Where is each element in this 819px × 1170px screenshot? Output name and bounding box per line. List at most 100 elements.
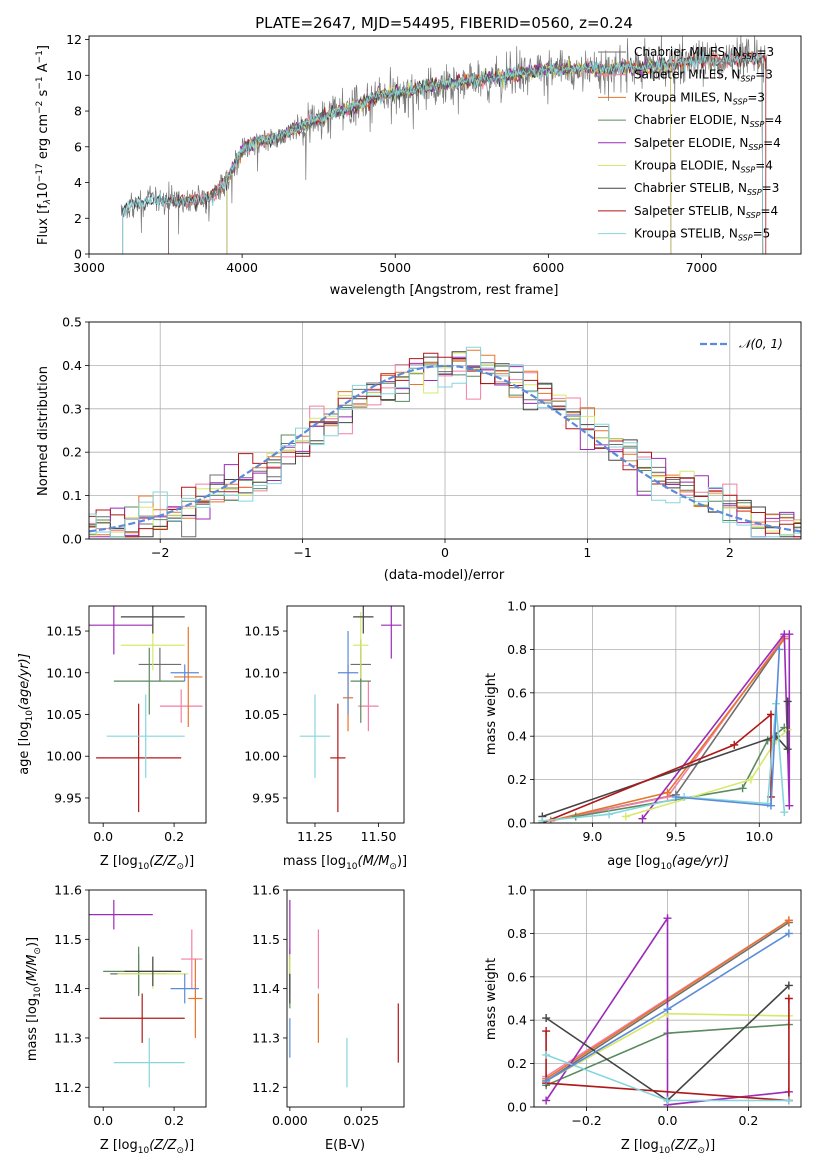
plot-area [89,606,203,813]
x-tick-label: 0.0 [658,1113,678,1128]
y-tick-label: 12 [66,32,82,47]
y-tick-label: 11.4 [54,981,82,996]
plot-area [289,899,399,1088]
series-marker [542,1096,551,1105]
y-tick-label: 0.4 [507,1013,527,1028]
x-axis-label: Z [log10(Z/Z⊙)] [100,1138,194,1156]
y-tick-label: 2 [74,211,82,226]
y-tick-label: 1.0 [507,883,527,898]
series-marker [783,697,792,706]
axes-frame [286,889,405,1108]
x-tick-label: 11.50 [361,829,397,844]
y-tick-label: 11.3 [54,1030,82,1045]
x-axis-label: age [log10(age/yr)] [607,854,729,872]
plot-area [120,36,768,254]
y-tick-label: 11.6 [54,883,82,898]
model-spectrum-line [122,51,764,254]
histogram-step-line [89,346,801,538]
x-axis-label: (data-model)/error [384,568,505,583]
mass-vs-EBV-panel: 0.000 0.025 11.2 11.3 11.4 11.5 11.6 E(B-V) [252,883,405,1153]
x-tick-label: 0.0 [93,829,113,844]
legend-entry: Chabrier STELIB, NSSP=3 [634,181,779,197]
axes-frame [88,35,802,255]
y-tick-label: 0.0 [507,816,527,831]
observed-spectrum-line [120,36,768,235]
x-tick-label: 9.0 [582,829,602,844]
series-marker [783,745,792,754]
x-tick-label: 0.2 [164,829,184,844]
x-tick-label: −0.2 [571,1113,601,1128]
x-tick-label: 0.000 [272,1113,308,1128]
axes-frame [88,889,207,1108]
x-tick-label: 0.2 [738,1113,758,1128]
plot-area [542,914,793,1107]
y-tick-label: 11.5 [54,932,82,947]
series-marker [784,1096,793,1105]
y-tick-label: 11.3 [252,1030,280,1045]
x-axis-label: mass [log10(M/M⊙)] [283,854,407,872]
residual-histogram-panel: −2 −1 0 1 2 0.0 0.1 0.2 0.3 0.4 0.5 (data-model)/er… [36,315,802,583]
age-vs-mass-panel: 11.25 11.50 9.95 10.00 10.05 10.10 10.15 mass [… [244,605,407,872]
series-line [542,701,789,818]
x-axis-label: Z [log10(Z/Z⊙)] [621,1138,715,1156]
y-tick-label: 0.4 [62,358,82,373]
axes-frame [88,605,207,824]
y-axis-label: Flux [fλ10−17 erg cm−2 s−1 A−1] [35,45,53,245]
series-marker [542,1014,551,1023]
age-vs-Z-panel: 0.0 0.2 9.95 10.00 10.05 10.10 10.15 Z [log10(Z… [17,605,207,872]
series-marker [663,1096,672,1105]
y-tick-label: 0.5 [62,315,82,330]
y-axis-label: mass weight [484,958,499,1040]
x-tick-label: 1 [583,545,591,560]
y-tick-label: 0 [74,247,82,262]
series-marker [784,916,793,925]
spectrum-panel: 3000 4000 5000 6000 7000 0 2 4 6 8 10 12 wavelength … [35,32,802,298]
series-marker [785,801,794,810]
y-axis-label: age [log10(age/yr)] [17,653,35,775]
y-tick-label: 6 [74,139,82,154]
legend-entry: Kroupa STELIB, NSSP=5 [634,227,770,243]
series-marker [542,1076,551,1085]
axes-frame [533,889,802,1108]
mass-weight-vs-age-panel: 9.0 9.5 10.0 0.0 0.2 0.4 0.6 0.8 1.0 age [log10(a… [484,599,802,872]
histogram-step-line [89,363,801,538]
x-axis-label: Z [log10(Z/Z⊙)] [100,854,194,872]
series-marker [605,810,614,819]
axes-frame [533,605,802,824]
x-tick-label: 10.0 [745,829,773,844]
y-tick-label: 11.5 [252,932,280,947]
legend-entry: Salpeter ELODIE, NSSP=4 [634,136,781,152]
y-tick-label: 0.1 [62,488,82,503]
legend-entry: Kroupa ELODIE, NSSP=4 [634,159,773,175]
series-marker [784,981,793,990]
plot-area [538,630,794,823]
series-marker [542,1050,551,1059]
mass-vs-Z-panel: 0.0 0.2 11.2 11.3 11.4 11.5 11.6 Z [log10(Z/Z⊙)… [25,883,207,1156]
series-marker [784,994,793,1003]
series-marker [766,801,775,810]
legend-entry: Kroupa MILES, NSSP=3 [634,90,765,106]
series-marker [538,816,547,823]
series-marker [780,808,789,817]
x-tick-label: −2 [151,545,169,560]
x-tick-label: 0.2 [164,1113,184,1128]
series-marker [775,645,784,654]
x-tick-label: −1 [293,545,311,560]
axes-frame [88,321,802,540]
y-axis-label: mass weight [484,673,499,755]
legend-entry: Chabrier MILES, NSSP=3 [634,45,774,61]
y-tick-label: 0.6 [507,685,527,700]
y-tick-label: 10.15 [244,624,280,639]
y-tick-label: 11.2 [252,1080,280,1095]
x-tick-label: 6000 [532,260,564,275]
series-marker [663,788,672,797]
y-tick-label: 0.2 [507,1056,527,1071]
y-tick-label: 0.2 [507,772,527,787]
y-tick-label: 11.6 [252,883,280,898]
series-line [675,649,781,807]
x-tick-label: 11.25 [297,829,333,844]
y-tick-label: 8 [74,104,82,119]
y-tick-label: 0.0 [507,1100,527,1115]
y-axis-label: mass [log10(M/M⊙)] [25,937,43,1061]
